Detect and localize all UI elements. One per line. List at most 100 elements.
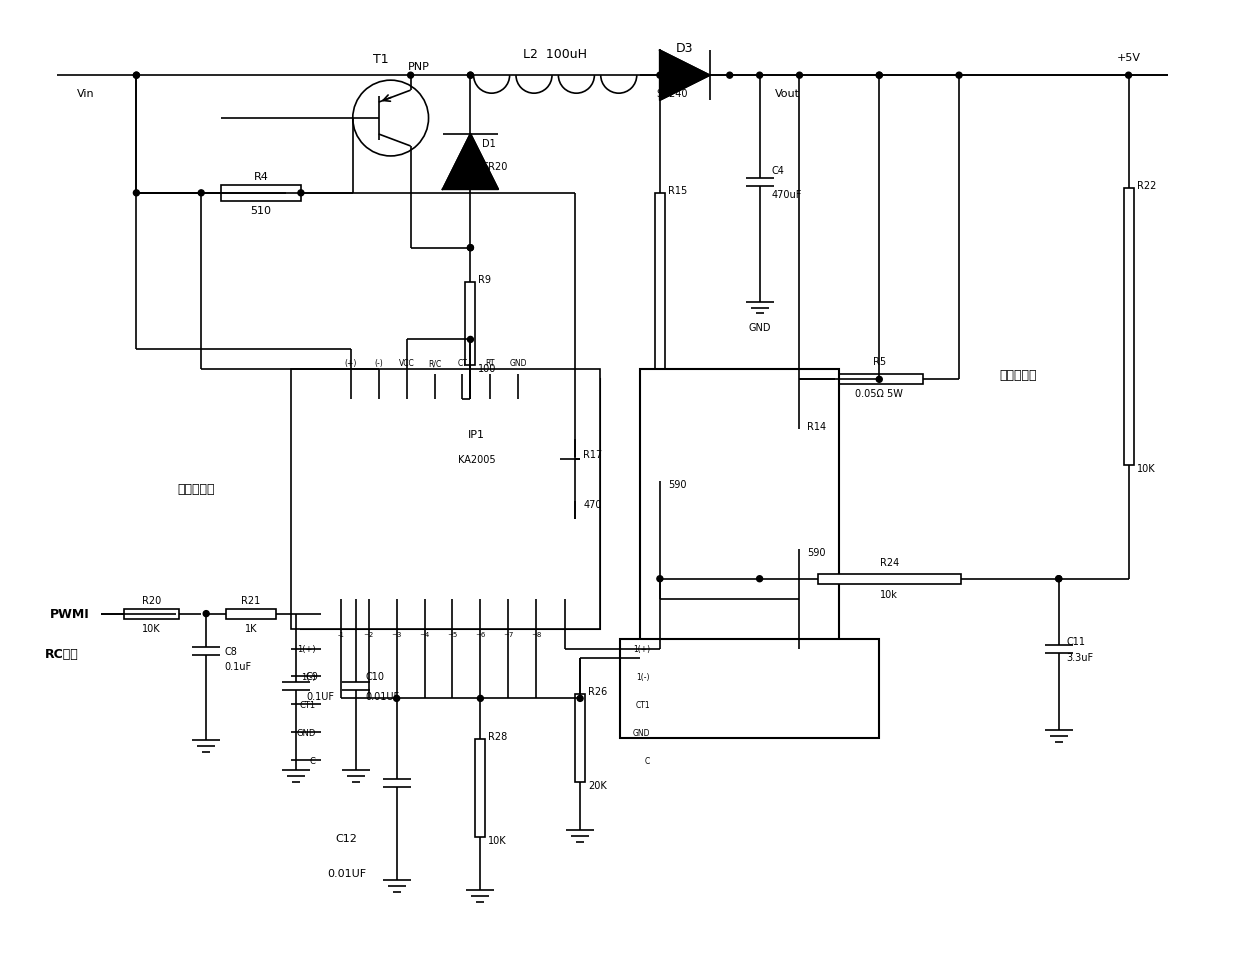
Text: VCC: VCC bbox=[399, 359, 414, 368]
Text: R22: R22 bbox=[1137, 181, 1156, 191]
Circle shape bbox=[727, 73, 733, 79]
Polygon shape bbox=[443, 135, 498, 190]
Circle shape bbox=[134, 73, 139, 79]
Bar bbox=[321, 400, 560, 599]
Bar bbox=[291, 370, 600, 629]
Text: CT: CT bbox=[458, 359, 467, 368]
Circle shape bbox=[877, 73, 882, 79]
Circle shape bbox=[657, 73, 663, 79]
Circle shape bbox=[408, 73, 414, 79]
Text: 510: 510 bbox=[250, 205, 272, 215]
Text: 0.05Ω 5W: 0.05Ω 5W bbox=[856, 389, 903, 399]
Text: C11: C11 bbox=[1066, 636, 1086, 646]
Circle shape bbox=[956, 73, 962, 79]
Text: ~4: ~4 bbox=[419, 631, 430, 637]
Text: R/C: R/C bbox=[428, 359, 441, 368]
Text: 590: 590 bbox=[807, 547, 826, 558]
Bar bbox=[227, 609, 275, 619]
Circle shape bbox=[393, 696, 399, 702]
Text: C: C bbox=[645, 756, 650, 765]
Text: ~6: ~6 bbox=[475, 631, 486, 637]
Bar bbox=[655, 194, 665, 482]
Text: C4: C4 bbox=[771, 167, 785, 176]
Bar bbox=[570, 457, 580, 501]
Text: D3: D3 bbox=[676, 42, 693, 54]
Circle shape bbox=[352, 611, 358, 617]
Text: R5: R5 bbox=[873, 357, 885, 367]
Bar bbox=[465, 283, 475, 365]
Text: SR20: SR20 bbox=[482, 162, 507, 172]
Bar bbox=[836, 375, 923, 385]
Text: CT1: CT1 bbox=[635, 701, 650, 709]
Text: R24: R24 bbox=[879, 557, 899, 567]
Bar bbox=[301, 380, 600, 629]
Text: RC滤波: RC滤波 bbox=[45, 647, 78, 660]
Circle shape bbox=[756, 577, 763, 582]
Bar bbox=[221, 186, 301, 202]
Text: Vout: Vout bbox=[775, 89, 800, 99]
Circle shape bbox=[134, 191, 139, 197]
Text: 470uF: 470uF bbox=[771, 190, 802, 201]
Text: C8: C8 bbox=[224, 646, 237, 656]
Bar bbox=[1123, 189, 1133, 466]
Circle shape bbox=[562, 596, 568, 602]
Text: 电流反馈端: 电流反馈端 bbox=[999, 368, 1037, 382]
Text: C10: C10 bbox=[366, 672, 384, 681]
Text: R15: R15 bbox=[668, 186, 687, 196]
Circle shape bbox=[467, 337, 474, 343]
Text: CT1: CT1 bbox=[300, 701, 316, 709]
Circle shape bbox=[657, 577, 663, 582]
Circle shape bbox=[877, 73, 882, 79]
Text: GND: GND bbox=[749, 323, 771, 333]
Text: 10K: 10K bbox=[489, 835, 507, 846]
Text: 10K: 10K bbox=[1137, 464, 1156, 474]
Bar bbox=[818, 575, 961, 584]
Circle shape bbox=[298, 191, 304, 197]
Text: R14: R14 bbox=[807, 422, 827, 431]
Text: KA2005: KA2005 bbox=[458, 454, 495, 464]
Bar bbox=[475, 739, 485, 837]
Circle shape bbox=[1126, 73, 1132, 79]
Text: 1K: 1K bbox=[244, 623, 258, 633]
Text: SR240: SR240 bbox=[656, 89, 688, 99]
Text: R21: R21 bbox=[242, 595, 260, 605]
Text: R9: R9 bbox=[479, 274, 491, 285]
Text: ~2: ~2 bbox=[363, 631, 373, 637]
Text: 10k: 10k bbox=[880, 589, 898, 599]
Text: R4: R4 bbox=[254, 172, 269, 181]
Circle shape bbox=[467, 245, 474, 251]
Text: 0.1uF: 0.1uF bbox=[224, 662, 252, 672]
Text: 590: 590 bbox=[668, 480, 687, 489]
Bar bbox=[620, 639, 879, 738]
Circle shape bbox=[1055, 577, 1061, 582]
Text: (+): (+) bbox=[345, 359, 357, 368]
Text: ~3: ~3 bbox=[392, 631, 402, 637]
Text: C: C bbox=[310, 756, 316, 765]
Text: 10K: 10K bbox=[143, 623, 161, 633]
Text: -1: -1 bbox=[337, 631, 345, 637]
Circle shape bbox=[203, 611, 210, 617]
Circle shape bbox=[477, 696, 484, 702]
Circle shape bbox=[460, 397, 465, 403]
Polygon shape bbox=[660, 51, 711, 101]
Text: 100: 100 bbox=[479, 363, 497, 374]
Text: GND: GND bbox=[632, 728, 650, 737]
Text: 20K: 20K bbox=[588, 780, 606, 791]
Text: R20: R20 bbox=[141, 595, 161, 605]
Text: RT: RT bbox=[486, 359, 495, 368]
Circle shape bbox=[877, 377, 882, 383]
Text: GND: GND bbox=[296, 728, 316, 737]
Text: R28: R28 bbox=[489, 731, 507, 741]
Text: 1(-): 1(-) bbox=[301, 672, 316, 681]
Text: 1(-): 1(-) bbox=[636, 672, 650, 681]
Circle shape bbox=[467, 245, 474, 251]
Text: GND: GND bbox=[510, 359, 527, 368]
Text: C9: C9 bbox=[306, 672, 319, 681]
Text: 470: 470 bbox=[583, 499, 601, 510]
Text: D1: D1 bbox=[482, 140, 496, 149]
Text: 0.1UF: 0.1UF bbox=[306, 691, 334, 702]
Bar bbox=[575, 695, 585, 782]
Circle shape bbox=[577, 696, 583, 702]
Text: +5V: +5V bbox=[1116, 53, 1141, 63]
Text: 0.01UF: 0.01UF bbox=[366, 691, 399, 702]
